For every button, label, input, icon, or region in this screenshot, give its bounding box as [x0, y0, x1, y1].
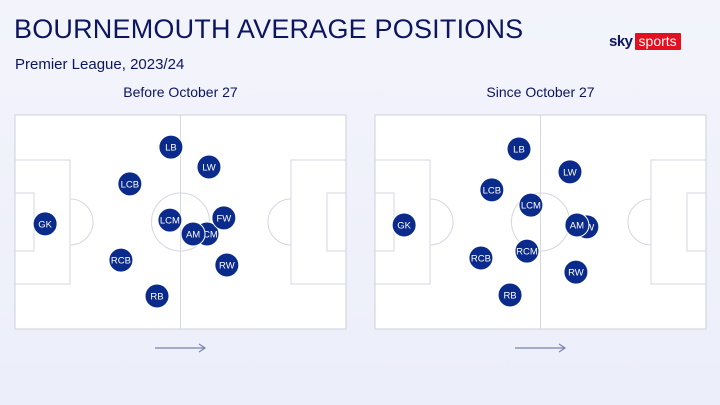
- player-marker-rw: RW: [214, 252, 240, 278]
- player-label: RW: [568, 268, 584, 279]
- player-label: LCM: [521, 201, 541, 212]
- player-marker-rw: RW: [563, 259, 589, 285]
- player-marker-rcb: RCB: [108, 247, 134, 273]
- player-dot: [514, 238, 540, 264]
- player-marker-rb: RB: [497, 282, 523, 308]
- player-dot: [557, 159, 583, 185]
- player-marker-lw: LW: [196, 154, 222, 180]
- player-label: RCM: [516, 247, 538, 258]
- player-dot: [468, 245, 494, 271]
- player-dot: [391, 212, 417, 238]
- player-marker-lcm: LCM: [518, 192, 544, 218]
- right-six-yard-box: [326, 192, 347, 252]
- right-penalty-arc: [627, 198, 652, 246]
- player-label: LW: [563, 167, 577, 178]
- right-penalty-arc: [267, 198, 292, 246]
- player-label: LW: [202, 163, 216, 174]
- player-label: LCM: [160, 216, 180, 227]
- player-dot: [117, 171, 143, 197]
- player-dot: [144, 283, 170, 309]
- attack-direction-arrow-icon: [515, 343, 567, 353]
- player-dot: [214, 252, 240, 278]
- page-subtitle: Premier League, 2023/24: [15, 56, 185, 73]
- panel-title-since: Since October 27: [486, 84, 595, 100]
- player-marker-fw: FW: [211, 205, 237, 231]
- player-label: FW: [216, 213, 231, 224]
- player-dot: [564, 212, 590, 238]
- player-dot: [157, 207, 183, 233]
- pitch-since: GKLBLCBLCMRCMRCBRBLWFWAMRW: [374, 114, 707, 330]
- player-marker-rb: RB: [144, 283, 170, 309]
- player-marker-rcm: RCM: [514, 238, 540, 264]
- player-marker-rcb: RCB: [468, 245, 494, 271]
- logo-sky: sky: [609, 33, 633, 50]
- player-label: RCB: [471, 253, 491, 264]
- player-dot: [479, 177, 505, 203]
- player-dot: [506, 136, 532, 162]
- player-marker-gk: GK: [391, 212, 417, 238]
- player-label: LCB: [483, 185, 501, 196]
- player-label: LB: [513, 145, 525, 156]
- player-dot: [563, 259, 589, 285]
- player-label: AM: [186, 229, 200, 240]
- player-marker-lcm: LCM: [157, 207, 183, 233]
- player-label: AM: [570, 220, 584, 231]
- panel-title-before: Before October 27: [123, 84, 238, 100]
- player-dot: [108, 247, 134, 273]
- player-marker-lb: LB: [506, 136, 532, 162]
- player-marker-lcb: LCB: [117, 171, 143, 197]
- player-label: RB: [150, 292, 163, 303]
- player-label: GK: [38, 219, 52, 230]
- player-label: RCM: [196, 229, 218, 240]
- logo-sports: sports: [634, 33, 681, 50]
- player-label: RCB: [111, 256, 131, 267]
- player-marker-gk: GK: [32, 211, 58, 237]
- player-dot: [180, 221, 206, 247]
- pitch-before: GK LB LCB RCB RB LW RCM FW RW LCM AM: [14, 114, 347, 330]
- player-marker-lw: LW: [557, 159, 583, 185]
- sky-sports-logo: sky sports: [609, 33, 681, 50]
- player-label: LB: [165, 143, 177, 154]
- player-dot: [211, 205, 237, 231]
- left-penalty-arc: [429, 198, 454, 246]
- attack-direction-arrow-icon: [155, 343, 207, 353]
- right-six-yard-box: [686, 192, 707, 252]
- player-label: LCB: [121, 179, 139, 190]
- player-label: RW: [219, 261, 235, 272]
- left-penalty-arc: [69, 198, 94, 246]
- player-dot: [158, 134, 184, 160]
- player-dot: [32, 211, 58, 237]
- player-marker-lcb: LCB: [479, 177, 505, 203]
- player-dot: [497, 282, 523, 308]
- page-title: BOURNEMOUTH AVERAGE POSITIONS: [14, 14, 524, 44]
- player-label: RB: [503, 290, 516, 301]
- player-marker-am: AM: [564, 212, 590, 238]
- player-marker-lb: LB: [158, 134, 184, 160]
- player-marker-am: AM: [180, 221, 206, 247]
- player-label: GK: [397, 220, 411, 231]
- player-dot: [518, 192, 544, 218]
- player-dot: [196, 154, 222, 180]
